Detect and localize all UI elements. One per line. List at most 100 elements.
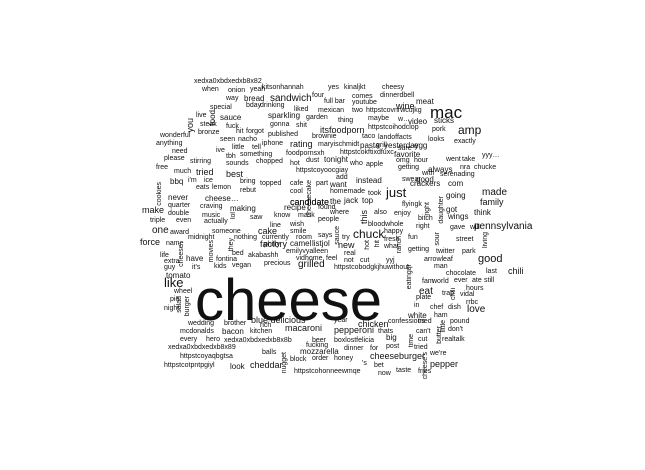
- cloud-word: live: [196, 112, 207, 119]
- cloud-word: bacon: [222, 327, 244, 336]
- cloud-word: movies: [208, 240, 215, 263]
- cloud-word: good: [416, 175, 434, 184]
- cloud-word: pasta: [360, 141, 380, 150]
- cloud-word: candidate: [290, 197, 330, 207]
- cloud-word: living: [482, 232, 489, 248]
- cloud-word: chef: [430, 304, 444, 311]
- cloud-word: force: [140, 237, 161, 247]
- cloud-word: midnight: [188, 234, 215, 241]
- cloud-word: sure: [398, 145, 412, 152]
- cloud-word: the: [330, 197, 342, 206]
- cloud-word: rebut: [240, 187, 256, 194]
- cloud-word: saw: [250, 214, 263, 221]
- cloud-word: sauce: [220, 113, 242, 122]
- cloud-word: right: [416, 223, 430, 230]
- cloud-word: post: [386, 343, 400, 350]
- cloud-word: nugget: [281, 352, 288, 374]
- cloud-word: even: [176, 217, 192, 224]
- cloud-word: pepper: [430, 359, 459, 369]
- cloud-word: seen: [220, 136, 236, 143]
- cloud-word: always: [428, 165, 453, 174]
- cloud-word: got: [446, 205, 458, 214]
- cloud-word: block: [290, 356, 307, 363]
- cloud-word: wings: [448, 212, 469, 221]
- cloud-word: beer: [312, 337, 327, 344]
- cloud-word: omg: [396, 157, 410, 164]
- cloud-word: yeah: [250, 86, 266, 93]
- cloud-word: fontina: [216, 256, 238, 263]
- cloud-word: when: [202, 86, 219, 93]
- cloud-word: chopped: [256, 158, 283, 165]
- cloud-word: bet: [374, 362, 384, 369]
- cloud-word: vidal: [460, 291, 475, 298]
- cloud-word: eats: [196, 184, 210, 191]
- cloud-word: like: [164, 275, 184, 290]
- cloud-word: serenading: [440, 171, 475, 178]
- cloud-word: cool: [290, 188, 303, 195]
- cloud-word: philly: [264, 241, 280, 248]
- cloud-word: chili: [450, 288, 457, 301]
- cloud-word: cut: [360, 257, 370, 264]
- cloud-word: sauce: [334, 226, 341, 245]
- cloud-word: quarter: [168, 202, 191, 209]
- cloud-word: listjol: [312, 239, 330, 248]
- cloud-word: dinnerdbell: [380, 92, 415, 99]
- cloud-word: landoffacts: [378, 134, 412, 141]
- cloud-word: flyingk: [402, 201, 422, 208]
- cloud-word: want: [330, 180, 347, 189]
- cloud-word: last: [486, 268, 497, 275]
- cloud-word: man: [434, 263, 448, 270]
- cloud-word: kitsonhannah: [262, 84, 304, 91]
- cloud-word: special: [210, 104, 232, 111]
- cloud-word: fries: [418, 368, 432, 375]
- cloud-word: take: [462, 156, 476, 163]
- cloud-word: order: [312, 355, 329, 362]
- cloud-word: wheel: [174, 288, 193, 295]
- cloud-word: made: [482, 187, 508, 198]
- cloud-word: pound: [450, 318, 470, 325]
- cloud-word: getting: [398, 164, 420, 171]
- cloud-word: cut: [418, 336, 428, 343]
- cloud-word: iphone: [262, 140, 284, 147]
- cloud-word: best: [226, 169, 244, 179]
- cloud-word: name: [166, 240, 184, 247]
- cloud-word: bronze: [198, 129, 220, 136]
- cloud-word: ive: [216, 147, 225, 154]
- cloud-word: four: [312, 92, 325, 99]
- cloud-word: liked: [294, 106, 309, 113]
- cloud-word: time: [408, 334, 415, 348]
- cloud-word: emilyvyalleen: [286, 248, 329, 255]
- cloud-word: family: [480, 197, 504, 207]
- cloud-word: salad: [176, 296, 183, 313]
- cloud-word: crackers: [410, 179, 441, 188]
- cloud-word: hero: [206, 336, 221, 343]
- cloud-word: someone: [212, 228, 241, 235]
- cloud-word: hit: [236, 128, 244, 135]
- cloud-word: gonna: [270, 121, 290, 128]
- cloud-word: cheddar: [250, 360, 283, 370]
- cloud-word: just: [386, 185, 407, 200]
- cloud-word: precious: [264, 260, 291, 267]
- cloud-word: xedxa0xbdxedxb8x89: [168, 344, 236, 351]
- cloud-word: will: [470, 224, 480, 231]
- cloud-word: wonderful: [160, 132, 191, 139]
- cloud-word: nra: [460, 164, 471, 171]
- cloud-word: every: [180, 336, 198, 343]
- cloud-word: free: [156, 164, 169, 171]
- cloud-word: fuck: [226, 123, 239, 130]
- cloud-word: little: [232, 144, 245, 151]
- cloud-word: bday: [246, 102, 262, 109]
- cloud-word: have: [186, 254, 204, 263]
- cloud-word: can't: [416, 328, 431, 335]
- cloud-word: kitchen: [250, 328, 273, 335]
- cloud-word: guy: [164, 264, 176, 271]
- cloud-word: chucke: [474, 164, 497, 171]
- cloud-word: ham: [434, 312, 448, 319]
- cloud-word: httpstcokftixdfuxc: [340, 149, 394, 156]
- cloud-word: chili: [508, 266, 524, 276]
- cloud-word: lol: [230, 212, 237, 220]
- cloud-word: boxlostfelicia: [334, 337, 375, 344]
- cloud-word: who: [350, 160, 363, 167]
- cloud-word: ate: [472, 277, 482, 284]
- cloud-word: comes: [352, 93, 373, 100]
